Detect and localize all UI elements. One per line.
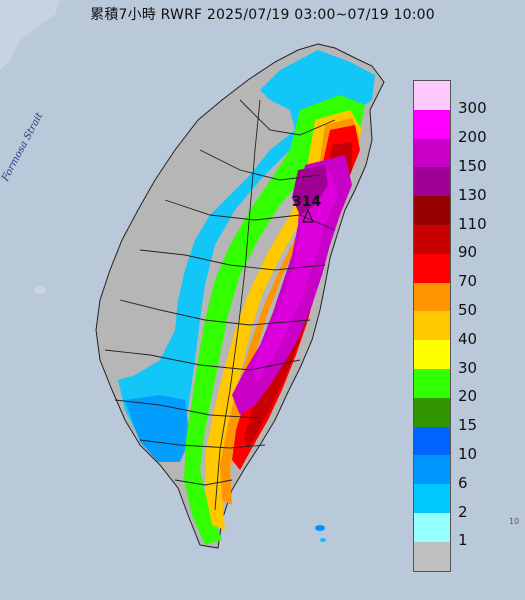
legend-swatch [414, 253, 450, 283]
max-point-marker [302, 208, 314, 223]
legend-swatch [414, 541, 450, 571]
legend-swatch [414, 368, 450, 398]
legend-label: 200 [458, 128, 487, 147]
legend-label: 1 [458, 531, 468, 550]
legend-label: 20 [458, 387, 478, 406]
legend-label: 130 [458, 185, 487, 204]
legend-label: 6 [458, 473, 468, 492]
penghu-islands [34, 286, 46, 294]
legend-swatch [414, 311, 450, 341]
legend-label: 40 [458, 329, 478, 348]
legend-label: 110 [458, 214, 487, 233]
corner-mark: 10 [509, 517, 520, 526]
legend-swatch [414, 224, 450, 254]
legend-swatch [414, 109, 450, 139]
legend-swatch [414, 196, 450, 225]
color-legend [413, 80, 451, 572]
legend-label: 90 [458, 243, 478, 262]
legend-swatch [414, 340, 450, 369]
legend-swatch [414, 484, 450, 513]
legend-swatch [414, 81, 450, 110]
legend-swatch [414, 282, 450, 312]
orchid-island [320, 538, 326, 542]
legend-label: 70 [458, 272, 478, 291]
legend-label: 300 [458, 99, 487, 118]
rain-zone-cyan [118, 50, 375, 462]
green-island [315, 525, 325, 531]
legend-label: 15 [458, 416, 478, 435]
legend-swatch [414, 138, 450, 168]
legend-swatch [414, 512, 450, 542]
rain-zone-blue [125, 395, 190, 462]
map-title: 累積7小時 RWRF 2025/07/19 03:00~07/19 10:00 [90, 7, 435, 23]
legend-label: 150 [458, 157, 487, 175]
legend-label: 30 [458, 358, 478, 377]
legend-label: 10 [458, 445, 478, 463]
legend-swatch [414, 455, 450, 485]
legend-swatch [414, 397, 450, 427]
legend-label: 50 [458, 301, 478, 319]
mainland-coast [0, 0, 60, 70]
max-value-label: 314 [292, 194, 322, 210]
legend-swatch [414, 167, 450, 197]
legend-swatch [414, 426, 450, 456]
legend-label: 2 [458, 502, 468, 521]
